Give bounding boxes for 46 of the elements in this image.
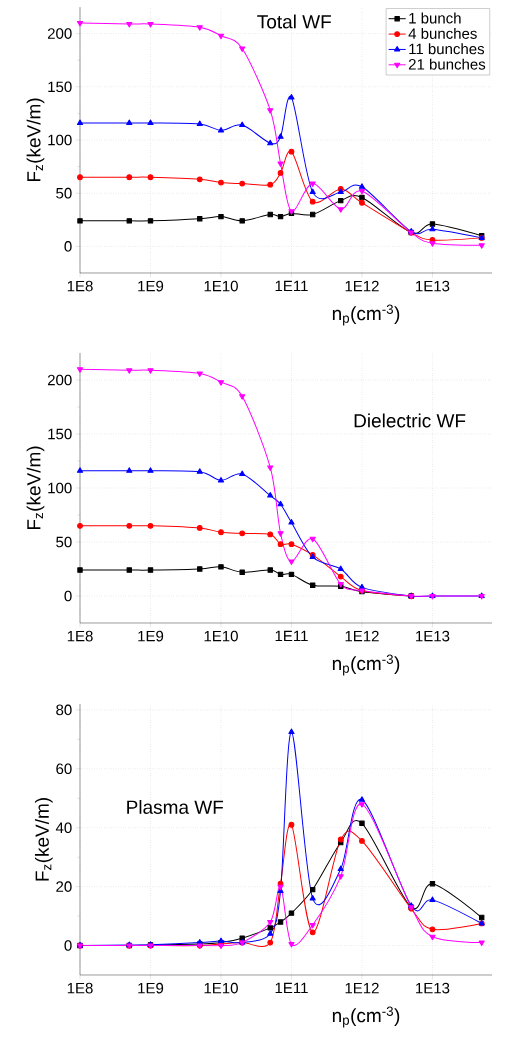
x-tick-label: 1E13 bbox=[416, 982, 450, 994]
x-tick-label: 1E8 bbox=[67, 280, 93, 292]
x-tick-label: 1E11 bbox=[275, 280, 308, 292]
y-tick-label: 150 bbox=[48, 428, 72, 440]
x-tick-label: 1E10 bbox=[204, 982, 238, 994]
y-axis-title: F$_{z}$(keV/m) bbox=[26, 98, 45, 182]
legend-label: 1 bunch bbox=[409, 12, 461, 24]
x-tick-label: 1E11 bbox=[275, 630, 308, 642]
y-tick-label: 60 bbox=[56, 763, 72, 775]
y-axis-title: F$_{z}$(keV/m) bbox=[26, 446, 45, 530]
y-tick-label: 40 bbox=[55, 822, 72, 834]
x-tick-label: 1E9 bbox=[138, 280, 164, 292]
y-tick-label: 100 bbox=[48, 134, 72, 146]
y-tick-label: 100 bbox=[48, 482, 72, 494]
y-tick-label: 20 bbox=[56, 881, 72, 892]
legend-label: 11 bunches bbox=[409, 43, 485, 55]
x-tick-label: 1E8 bbox=[67, 630, 93, 642]
y-tick-label: 150 bbox=[48, 81, 72, 93]
x-tick-label: 1E11 bbox=[275, 982, 308, 994]
x-axis-title: n$_{p}$(cm$^{-3}$) bbox=[332, 654, 400, 676]
text: Plasma WF bbox=[127, 800, 224, 814]
chart-title: Total WF bbox=[257, 14, 331, 29]
text: Dielectric WF bbox=[354, 413, 466, 428]
y-axis-title: F$_{z}$(keV/m) bbox=[34, 798, 53, 881]
x-tick-label: 1E12 bbox=[345, 280, 379, 292]
x-tick-label: 1E12 bbox=[345, 630, 379, 642]
x-tick-label: 1E8 bbox=[67, 982, 93, 994]
y-tick-label: 0 bbox=[64, 241, 72, 252]
y-tick-label: 0 bbox=[64, 940, 72, 951]
x-tick-label: 1E10 bbox=[204, 630, 238, 642]
x-tick-label: 1E13 bbox=[416, 280, 450, 292]
legend-label: 21 bunches bbox=[408, 58, 486, 70]
y-tick-label: 80 bbox=[56, 704, 72, 716]
y-tick-label: 50 bbox=[56, 187, 72, 199]
y-tick-label: 200 bbox=[47, 28, 72, 39]
legend-label: 4 bunches bbox=[408, 27, 477, 39]
x-tick-label: 1E9 bbox=[138, 982, 164, 994]
x-axis-title: n$_{p}$(cm$^{-3}$) bbox=[332, 304, 400, 326]
x-tick-label: 1E9 bbox=[138, 630, 164, 642]
x-tick-label: 1E12 bbox=[345, 982, 379, 994]
y-tick-label: 0 bbox=[64, 590, 72, 602]
x-tick-label: 1E10 bbox=[204, 280, 238, 292]
x-axis-title: n$_{p}$(cm$^{-3}$) bbox=[332, 1006, 400, 1028]
x-tick-label: 1E13 bbox=[416, 630, 450, 642]
y-tick-label: 50 bbox=[56, 536, 72, 548]
y-tick-label: 200 bbox=[47, 374, 72, 386]
